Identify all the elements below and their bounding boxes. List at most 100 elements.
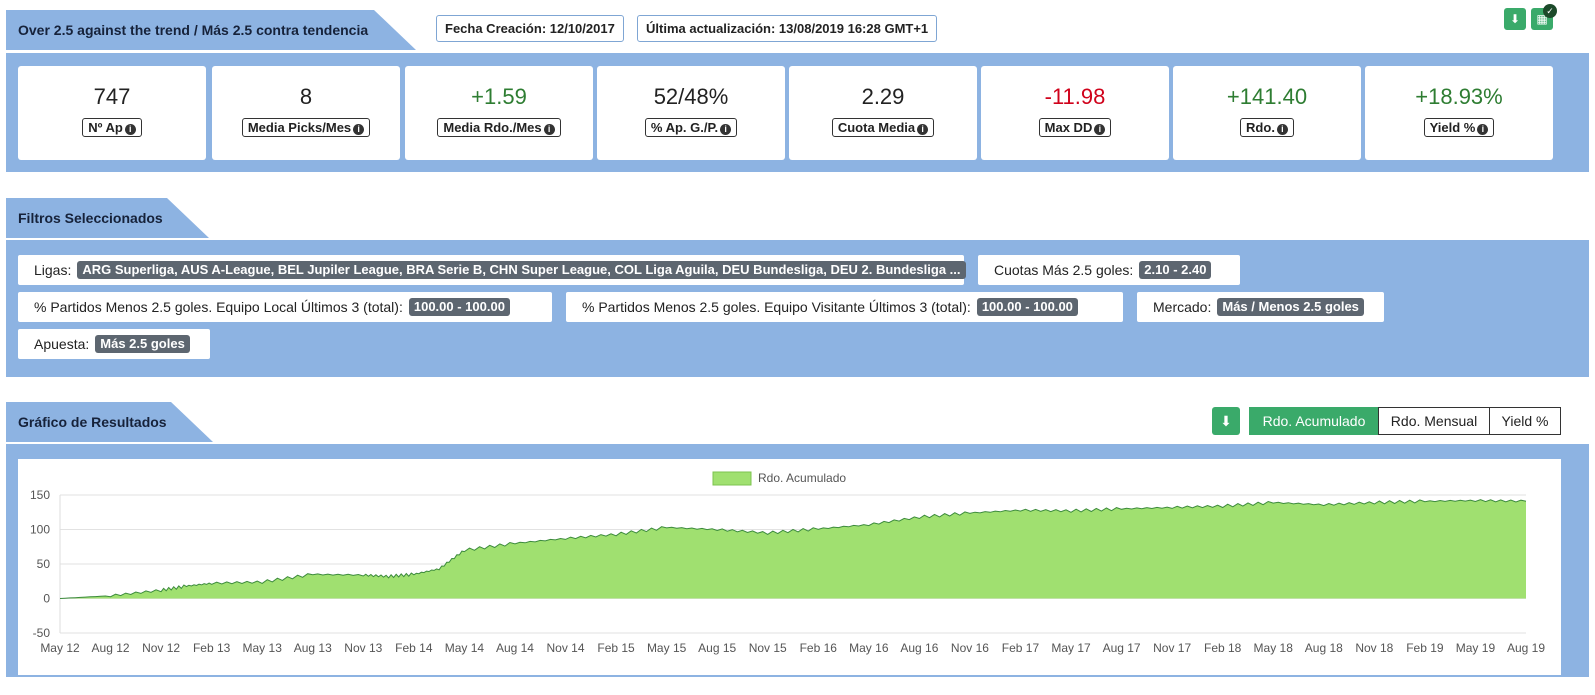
x-tick-label: Aug 16	[900, 641, 938, 655]
stat-value: +18.93%	[1415, 84, 1503, 109]
series-line	[59, 499, 1527, 599]
x-tick-label: Nov 18	[1355, 641, 1393, 655]
stat-label[interactable]: Yield % i	[1423, 118, 1495, 137]
x-tick-label: Nov 12	[142, 641, 180, 655]
tab-yield[interactable]: Yield %	[1489, 407, 1561, 435]
stat-label-text: Cuota Media	[837, 120, 916, 135]
x-tick-label: Feb 13	[193, 641, 231, 655]
stat-card: -11.98 Max DD i	[981, 66, 1169, 160]
stat-label-text: % Ap. G./P.	[650, 120, 719, 135]
tab-rdo-mensual[interactable]: Rdo. Mensual	[1378, 407, 1490, 435]
last-update: Última actualización: 13/08/2019 16:28 G…	[637, 15, 938, 42]
filter-apuesta: Apuesta: Más 2.5 goles	[18, 329, 210, 359]
x-tick-label: May 19	[1456, 641, 1496, 655]
stat-card: 8 Media Picks/Mes i	[212, 66, 400, 160]
stat-label[interactable]: Media Rdo./Mes i	[437, 118, 561, 137]
info-icon[interactable]: i	[124, 124, 136, 135]
stat-label[interactable]: Media Picks/Mes i	[241, 118, 371, 137]
stat-card: 2.29 Cuota Media i	[789, 66, 977, 160]
filter-tag: Más / Menos 2.5 goles	[1217, 298, 1364, 316]
stat-label-text: Yield %	[1429, 120, 1476, 135]
chart-download-icon[interactable]: ⬇	[1212, 407, 1240, 435]
tab-rdo-acumulado[interactable]: Rdo. Acumulado	[1249, 407, 1379, 435]
stat-label[interactable]: Max DD i	[1038, 118, 1112, 137]
filters-title: Filtros Seleccionados	[6, 198, 209, 238]
results-title: Gráfico de Resultados	[6, 402, 213, 442]
results-chart: 150 100 50 0 -50 May 12 Aug 12 Nov 12 Feb 13 May …	[18, 459, 1561, 675]
x-tick-label: Aug 19	[1507, 641, 1545, 655]
x-tick-label: May 16	[849, 641, 889, 655]
filter-tag: 100.00 - 100.00	[408, 298, 510, 316]
info-icon[interactable]: i	[720, 124, 732, 135]
stat-value: +1.59	[471, 84, 527, 109]
filter-tag: 2.10 - 2.40	[1139, 261, 1212, 279]
filter-local: % Partidos Menos 2.5 goles. Equipo Local…	[18, 292, 552, 322]
x-tick-label: Feb 19	[1406, 641, 1444, 655]
check-icon: ✓	[1543, 4, 1557, 18]
stat-value: -11.98	[1044, 84, 1106, 109]
x-tick-label: Feb 14	[395, 641, 433, 655]
info-icon[interactable]: i	[1477, 124, 1489, 135]
stat-value: 2.29	[861, 84, 905, 109]
info-icon[interactable]: i	[1276, 124, 1288, 135]
y-tick-label: 100	[30, 523, 50, 537]
x-tick-label: May 12	[40, 641, 80, 655]
filter-ligas: Ligas: ARG Superliga, AUS A-League, BEL J…	[18, 255, 966, 285]
stat-card: 52/48% % Ap. G./P. i	[597, 66, 785, 160]
info-icon[interactable]: i	[917, 124, 929, 135]
filter-mercado: Mercado: Más / Menos 2.5 goles	[1137, 292, 1384, 322]
x-tick-label: Nov 15	[749, 641, 787, 655]
x-tick-label: Aug 17	[1103, 641, 1141, 655]
x-tick-label: Feb 17	[1002, 641, 1040, 655]
filter-tag: Más 2.5 goles	[95, 335, 190, 353]
y-tick-label: 150	[30, 488, 50, 502]
follow-button[interactable]: ▦ ✓	[1531, 4, 1557, 30]
creation-date: Fecha Creación: 12/10/2017	[436, 15, 624, 42]
x-tick-label: Nov 14	[547, 641, 585, 655]
stat-label-text: Max DD	[1044, 120, 1093, 135]
x-tick-label: Nov 13	[344, 641, 382, 655]
legend-label: Rdo. Acumulado	[758, 471, 846, 485]
stat-card: +18.93% Yield % i	[1365, 66, 1553, 160]
filter-visitante: % Partidos Menos 2.5 goles. Equipo Visit…	[566, 292, 1123, 322]
stat-label[interactable]: % Ap. G./P. i	[644, 118, 738, 137]
download-icon[interactable]: ⬇	[1504, 8, 1526, 30]
series-area	[60, 499, 1526, 599]
x-tick-label: Nov 16	[951, 641, 989, 655]
stat-label-text: Media Rdo./Mes	[443, 120, 542, 135]
stat-label[interactable]: Rdo. i	[1240, 118, 1294, 137]
info-icon[interactable]: i	[543, 124, 555, 135]
x-tick-label: May 18	[1254, 641, 1294, 655]
x-tick-label: May 15	[647, 641, 687, 655]
x-tick-label: May 13	[243, 641, 283, 655]
x-tick-label: Aug 14	[496, 641, 534, 655]
stat-label-text: Nº Ap	[88, 120, 123, 135]
filter-cuotas: Cuotas Más 2.5 goles: 2.10 - 2.40	[978, 255, 1240, 285]
y-tick-label: 50	[37, 557, 51, 571]
x-tick-label: Aug 12	[92, 641, 130, 655]
stat-label-text: Media Picks/Mes	[247, 120, 352, 135]
stat-label[interactable]: Nº Ap i	[82, 118, 142, 137]
x-tick-label: Feb 18	[1204, 641, 1242, 655]
legend-swatch	[712, 471, 752, 486]
stat-value: 8	[299, 84, 313, 109]
page-title: Over 2.5 against the trend / Más 2.5 con…	[6, 10, 416, 50]
stat-label[interactable]: Cuota Media i	[831, 118, 935, 137]
x-tick-label: Aug 18	[1305, 641, 1343, 655]
stat-card: +1.59 Media Rdo./Mes i	[405, 66, 593, 160]
y-tick-label: 0	[43, 592, 50, 606]
stat-value: 52/48%	[653, 84, 729, 109]
y-tick-label: -50	[33, 626, 51, 640]
info-icon[interactable]: i	[1094, 124, 1106, 135]
stat-card: +141.40 Rdo. i	[1173, 66, 1361, 160]
x-tick-label: Nov 17	[1153, 641, 1191, 655]
x-tick-label: Feb 15	[597, 641, 635, 655]
stat-value: +141.40	[1226, 84, 1308, 109]
stat-card: 747 Nº Ap i	[18, 66, 206, 160]
filter-tag: ARG Superliga, AUS A-League, BEL Jupiler…	[77, 261, 966, 279]
x-tick-label: Aug 15	[698, 641, 736, 655]
x-tick-label: Aug 13	[294, 641, 332, 655]
info-icon[interactable]: i	[353, 124, 365, 135]
x-tick-label: Feb 16	[800, 641, 838, 655]
